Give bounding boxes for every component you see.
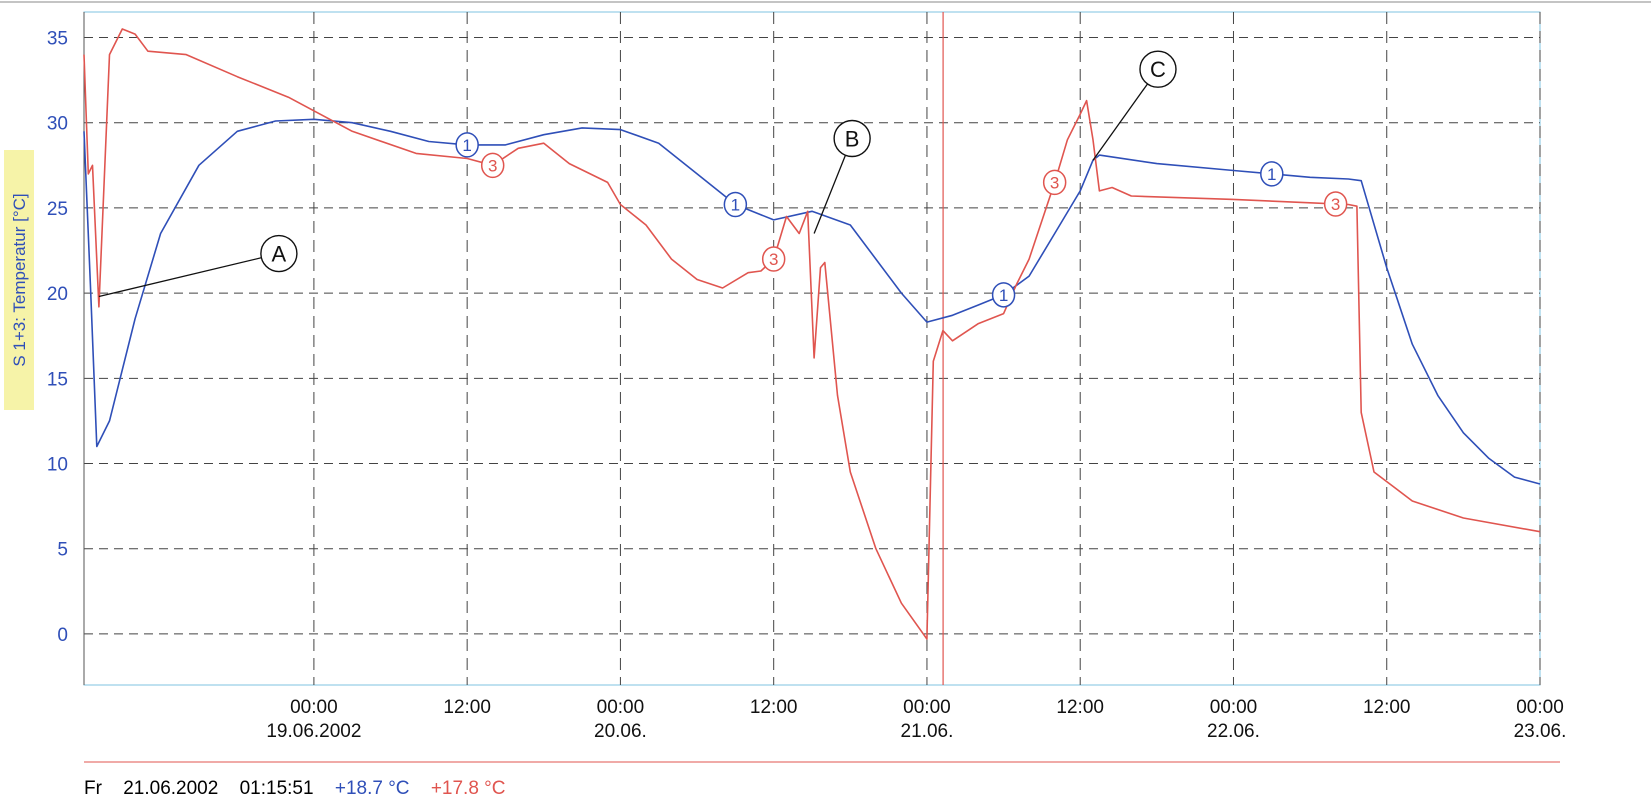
x-tick-label-time: 00:00	[1516, 697, 1564, 718]
series-marker-1	[1260, 161, 1284, 187]
x-tick-label-date: 23.06.	[1514, 721, 1567, 742]
y-axis-label: S 1+3: Temperatur [°C]	[10, 193, 29, 367]
series-marker-1	[723, 191, 748, 218]
plot-area	[83, 11, 1541, 686]
annotation-label: B	[845, 126, 860, 151]
series-marker-3	[480, 152, 505, 179]
series-marker-3	[1323, 191, 1348, 217]
series-marker-3	[1042, 169, 1067, 196]
series-marker-label: 1	[462, 136, 471, 155]
series-marker-1	[455, 132, 479, 158]
cursor-date: 21.06.2002	[123, 778, 219, 799]
x-tick-label-date: 20.06.	[594, 721, 647, 742]
x-tick-label-time: 00:00	[597, 697, 645, 718]
cursor-time: 01:15:51	[239, 778, 314, 799]
x-tick-label-date: 22.06.	[1207, 721, 1260, 742]
x-tick-label-time: 00:00	[290, 697, 338, 718]
series-marker-label: 1	[1267, 165, 1276, 184]
y-tick-label: 35	[47, 29, 68, 50]
series-marker-label: 1	[999, 286, 1008, 305]
y-tick-label: 20	[47, 284, 68, 305]
cursor-value-series-3: +17.8 °C	[430, 778, 506, 799]
series-line-1	[83, 118, 1541, 485]
annotation-circle	[260, 234, 298, 273]
x-tick-label-time: 12:00	[443, 697, 491, 718]
y-tick-label: 10	[47, 455, 68, 476]
y-axis-label-highlight	[4, 150, 34, 410]
cursor-readout: Fr 21.06.2002 01:15:51 +18.7 °C +17.8 °C	[84, 778, 522, 800]
series-line-3	[83, 28, 1541, 640]
series-marker-1	[991, 282, 1016, 308]
series-marker-3	[761, 246, 786, 272]
y-tick-label: 0	[57, 625, 68, 646]
y-tick-label: 15	[47, 369, 68, 390]
y-tick-label: 25	[47, 199, 68, 220]
series-marker-label: 3	[1050, 173, 1059, 192]
annotation-label: A	[272, 242, 287, 267]
cursor-day: Fr	[84, 778, 102, 799]
y-tick-label: 30	[47, 114, 68, 135]
annotation-circle	[833, 119, 871, 158]
series-marker-label: 3	[488, 156, 497, 175]
series-marker-label: 1	[731, 196, 740, 215]
annotation-circle	[1139, 50, 1177, 88]
annotation-leader	[98, 252, 280, 298]
x-tick-label-time: 00:00	[1210, 697, 1258, 718]
cursor-value-series-1: +18.7 °C	[334, 778, 410, 799]
x-tick-label-date: 19.06.2002	[266, 721, 361, 742]
x-tick-label-time: 00:00	[903, 697, 951, 718]
x-tick-label-date: 21.06.	[901, 721, 954, 742]
x-tick-label-time: 12:00	[1056, 697, 1104, 718]
series-marker-label: 3	[1331, 195, 1340, 214]
series-marker-label: 3	[769, 250, 778, 269]
annotation-label: C	[1150, 57, 1166, 82]
y-tick-label: 5	[57, 540, 68, 561]
x-tick-label-time: 12:00	[1363, 697, 1411, 718]
x-tick-label-time: 12:00	[750, 697, 798, 718]
